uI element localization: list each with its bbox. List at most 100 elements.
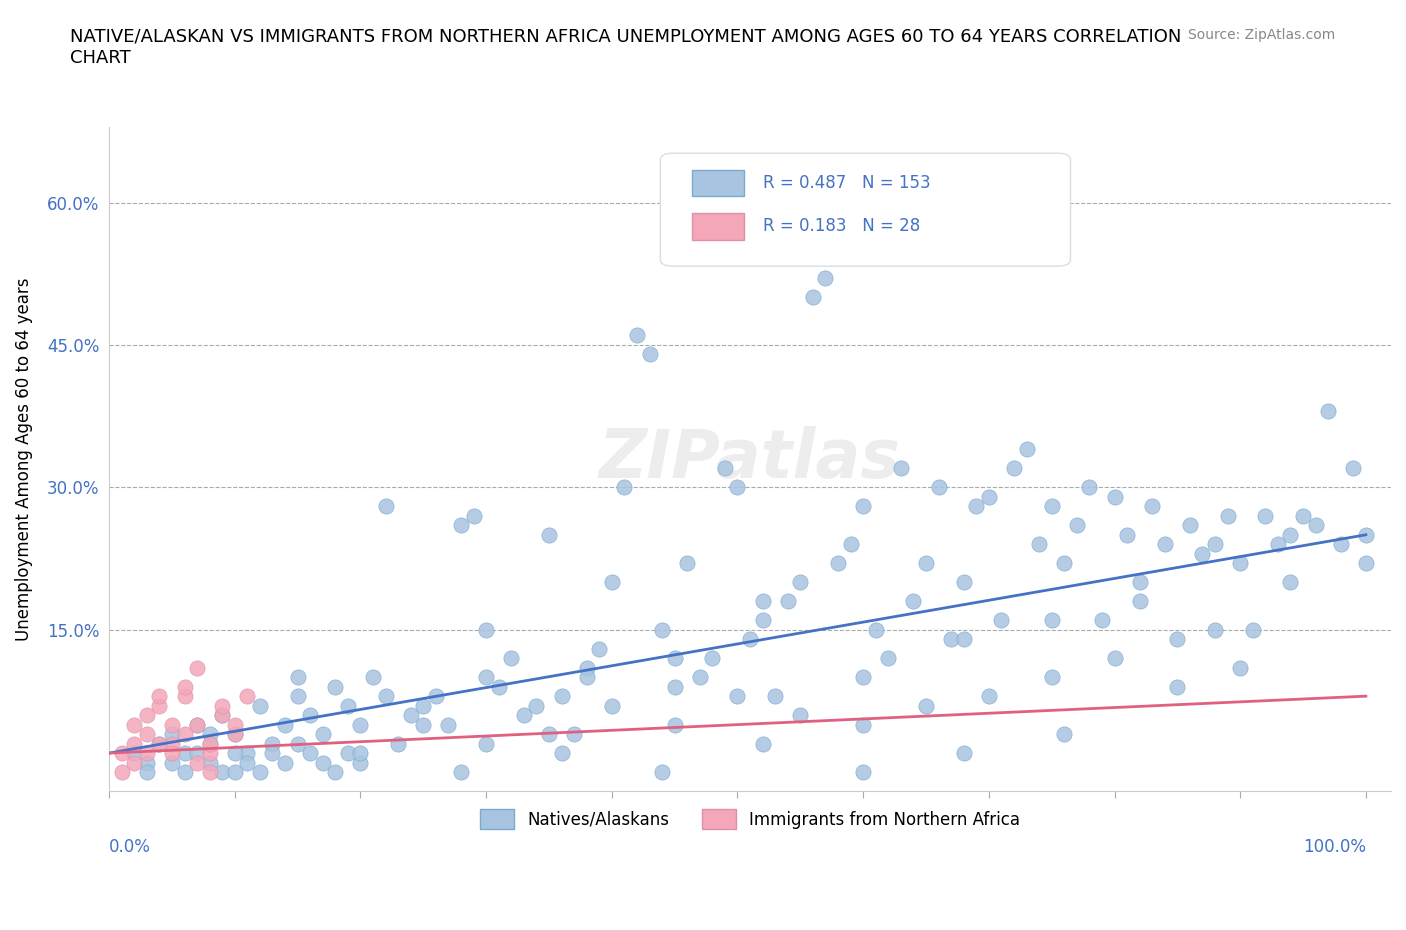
Point	[111, 746, 134, 761]
Point	[1279, 527, 1302, 542]
Point	[865, 622, 887, 637]
Point	[776, 593, 799, 608]
Point	[224, 746, 246, 761]
Point	[839, 537, 862, 551]
Point	[122, 717, 145, 732]
Point	[1229, 556, 1251, 571]
Point	[186, 717, 208, 732]
Point	[211, 708, 233, 723]
Point	[173, 689, 195, 704]
Point	[425, 689, 447, 704]
Point	[437, 717, 460, 732]
Point	[186, 717, 208, 732]
Point	[550, 689, 572, 704]
Point	[224, 726, 246, 741]
Point	[1091, 613, 1114, 628]
Point	[224, 764, 246, 779]
Point	[651, 764, 673, 779]
Point	[501, 651, 523, 666]
Point	[135, 708, 157, 723]
Point	[1330, 537, 1353, 551]
Point	[1166, 631, 1188, 646]
Point	[135, 764, 157, 779]
Point	[135, 755, 157, 770]
Point	[336, 746, 359, 761]
Point	[1116, 527, 1139, 542]
Point	[1028, 537, 1050, 551]
Point	[638, 347, 661, 362]
Point	[148, 698, 170, 713]
Point	[122, 746, 145, 761]
Point	[801, 290, 824, 305]
Point	[387, 737, 409, 751]
Point	[312, 726, 335, 741]
Point	[160, 746, 183, 761]
Point	[148, 737, 170, 751]
Point	[198, 755, 221, 770]
Point	[600, 698, 623, 713]
Point	[274, 717, 297, 732]
Point	[852, 717, 875, 732]
Point	[890, 461, 912, 476]
Point	[526, 698, 548, 713]
Point	[236, 689, 259, 704]
Point	[198, 737, 221, 751]
Point	[236, 746, 259, 761]
Point	[299, 746, 322, 761]
Point	[463, 509, 485, 524]
Point	[450, 518, 472, 533]
Point	[299, 708, 322, 723]
Point	[1292, 509, 1315, 524]
Point	[349, 755, 371, 770]
Point	[198, 764, 221, 779]
Point	[475, 670, 498, 684]
Point	[160, 755, 183, 770]
Point	[1140, 498, 1163, 513]
Point	[475, 737, 498, 751]
Point	[173, 764, 195, 779]
Point	[939, 631, 962, 646]
Point	[990, 613, 1012, 628]
Point	[903, 593, 925, 608]
Point	[336, 698, 359, 713]
Point	[160, 717, 183, 732]
Point	[852, 764, 875, 779]
Point	[450, 764, 472, 779]
Point	[1216, 509, 1239, 524]
Point	[575, 660, 598, 675]
Point	[763, 689, 786, 704]
Point	[550, 746, 572, 761]
Point	[1279, 575, 1302, 590]
Point	[1204, 622, 1226, 637]
Point	[198, 737, 221, 751]
Point	[1040, 613, 1063, 628]
Point	[287, 670, 309, 684]
Point	[160, 737, 183, 751]
Point	[1229, 660, 1251, 675]
Point	[211, 708, 233, 723]
Point	[173, 679, 195, 694]
Point	[1241, 622, 1264, 637]
Point	[1015, 442, 1038, 457]
Point	[1002, 461, 1025, 476]
Text: R = 0.183   N = 28: R = 0.183 N = 28	[763, 218, 920, 235]
Point	[689, 670, 711, 684]
Point	[952, 631, 974, 646]
Point	[374, 689, 396, 704]
Point	[262, 737, 284, 751]
Point	[965, 498, 987, 513]
Point	[1254, 509, 1277, 524]
Point	[224, 726, 246, 741]
Point	[1191, 546, 1213, 561]
Point	[827, 556, 849, 571]
Point	[186, 660, 208, 675]
Point	[1305, 518, 1327, 533]
Point	[789, 575, 811, 590]
Point	[751, 613, 773, 628]
Point	[1354, 556, 1376, 571]
Text: ZIPatlas: ZIPatlas	[599, 426, 901, 492]
Point	[714, 461, 737, 476]
Point	[1040, 498, 1063, 513]
Point	[613, 480, 636, 495]
Point	[664, 679, 686, 694]
